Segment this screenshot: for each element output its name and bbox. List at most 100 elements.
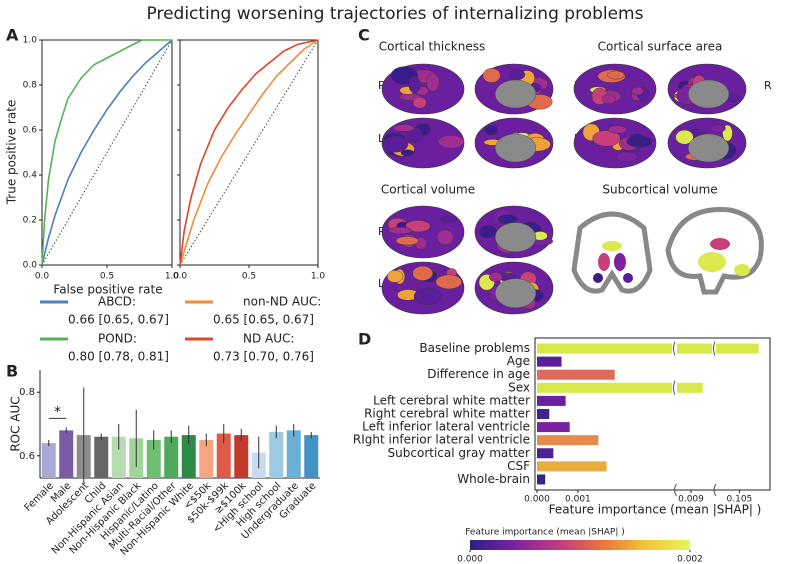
brain-view	[474, 117, 554, 169]
brain-region	[426, 73, 440, 92]
axis-break	[713, 483, 717, 497]
bar	[111, 436, 126, 478]
panel-label: D	[358, 330, 371, 349]
brain-region	[438, 134, 465, 149]
y-axis-title: True positive rate	[5, 100, 19, 206]
panel-c-title: Subcortical volume	[602, 183, 717, 197]
axis-break	[674, 483, 677, 497]
axis-break	[673, 341, 676, 356]
bar	[146, 439, 161, 478]
feature-label: CSF	[507, 459, 530, 473]
brain-region	[392, 124, 415, 132]
brain-region	[437, 229, 454, 246]
x-tick-label: 0.0	[35, 272, 50, 282]
brain-region	[412, 265, 433, 281]
brain-region	[388, 226, 413, 235]
roc-curve	[41, 39, 172, 266]
brain-region	[435, 274, 462, 290]
bar	[537, 409, 550, 419]
medial-wall	[688, 79, 730, 109]
feature-label: Age	[507, 354, 530, 368]
brain-region	[413, 287, 442, 306]
brain-region	[387, 270, 404, 283]
feature-label: Left cerebral white matter	[373, 393, 530, 407]
plot-frame	[534, 337, 771, 491]
subcortical-region	[602, 241, 622, 251]
brain-view	[381, 63, 465, 115]
brain-region	[631, 86, 644, 96]
brain-view	[381, 205, 465, 259]
brain-region	[497, 214, 518, 224]
brain-view	[573, 63, 657, 115]
hemisphere-label: L	[378, 277, 385, 290]
bar	[537, 448, 554, 459]
bar	[234, 435, 249, 478]
bar-piece	[537, 343, 672, 354]
brain-region	[484, 125, 499, 136]
brain-region	[479, 225, 498, 239]
brain-view	[474, 261, 554, 315]
x-axis-title: Feature importance (mean |SHAP| )	[549, 503, 762, 517]
brain-region	[592, 130, 621, 147]
medial-wall	[495, 222, 537, 253]
bar	[537, 461, 607, 472]
x-tick-label: 0.105	[727, 495, 753, 505]
y-tick-label: 0.4	[23, 171, 38, 181]
panel-label: A	[6, 26, 19, 45]
hemisphere-label: R	[378, 79, 386, 92]
bar	[181, 435, 196, 478]
subcortical-region	[598, 253, 610, 271]
subcortical-views	[571, 207, 764, 295]
y-tick-label: 0.6	[23, 126, 38, 136]
bar-piece	[677, 382, 703, 393]
x-tick-label: 0.009	[678, 495, 704, 505]
x-tick-label: 1.0	[165, 272, 180, 282]
subcortical-region	[614, 253, 626, 271]
brain-region	[508, 69, 526, 81]
brain-view	[573, 117, 657, 169]
brain-region	[406, 126, 423, 143]
y-tick-label: 0.0	[23, 261, 38, 271]
brain-view	[474, 63, 554, 115]
x-tick-label: 0.5	[100, 272, 114, 282]
feature-label: Left inferior lateral ventricle	[362, 420, 530, 434]
brain-region	[412, 96, 427, 109]
legend-name: non-ND AUC:	[243, 295, 321, 309]
feature-label: Right cerebral white matter	[364, 407, 530, 421]
feature-label: Whole-brain	[457, 472, 530, 486]
bar-piece	[537, 422, 570, 433]
brain-region	[408, 75, 421, 94]
subcortical-region	[593, 273, 603, 283]
bar	[286, 430, 301, 478]
bar-piece	[537, 382, 672, 393]
bar-piece	[716, 343, 759, 354]
bar	[537, 380, 703, 396]
colorbar-tick-label: 0.000	[457, 555, 483, 564]
y-tick-label: 0.2	[23, 216, 37, 226]
feature-label: Difference in age	[427, 367, 530, 381]
x-tick-label: 0.000	[524, 495, 550, 505]
colorbar	[470, 540, 690, 550]
brain-region	[440, 215, 457, 223]
bar	[59, 430, 74, 478]
hemisphere-label: L	[378, 132, 385, 145]
feature-label: Sex	[508, 380, 530, 394]
bar	[537, 369, 615, 380]
bar-piece	[537, 369, 615, 380]
bar-piece	[537, 461, 607, 472]
brain-view	[474, 205, 554, 259]
brain-region	[710, 124, 726, 133]
feature-label: Subcortical gray matter	[388, 446, 531, 460]
bar	[199, 439, 214, 478]
brain-view	[381, 117, 465, 169]
figure-title: Predicting worsening trajectories of int…	[147, 4, 644, 24]
bar-piece	[537, 356, 562, 367]
legend-name: ABCD:	[98, 295, 136, 309]
medial-wall	[495, 278, 537, 309]
brain-region	[607, 70, 625, 80]
brain-view	[667, 117, 747, 169]
brain-region	[489, 272, 503, 282]
axis-break	[673, 380, 676, 396]
legend-auc: 0.73 [0.70, 0.76]	[213, 350, 314, 364]
bar	[537, 474, 546, 485]
